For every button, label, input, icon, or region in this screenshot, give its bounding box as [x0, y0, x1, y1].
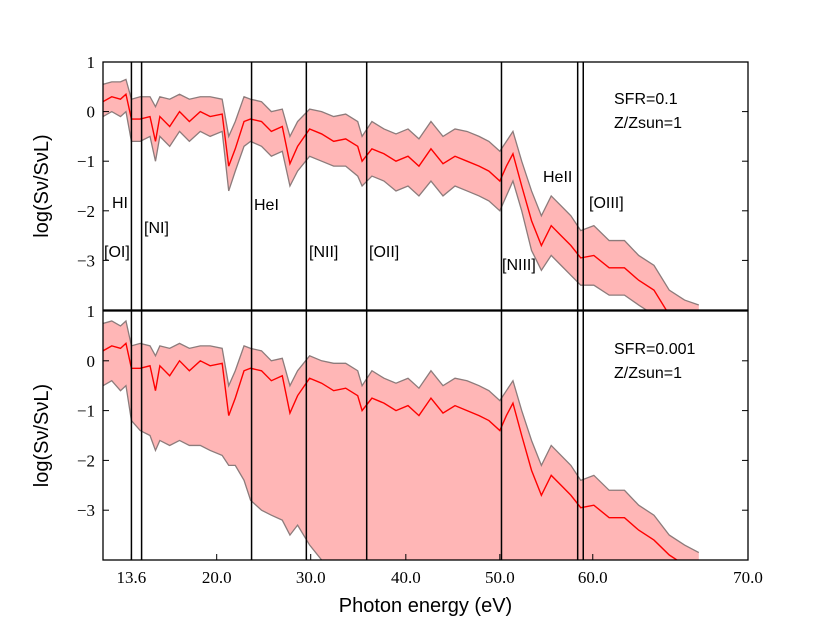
- y-tick-label: 1: [87, 53, 96, 72]
- y-tick-label: −3: [77, 251, 95, 270]
- line-label: [NII]: [309, 244, 338, 261]
- median-line: [103, 92, 668, 310]
- annotation: Z/Zsun=1: [614, 365, 682, 382]
- annotation: SFR=0.1: [614, 91, 678, 108]
- x-tick-label: 50.0: [485, 568, 515, 587]
- annotation: SFR=0.001: [614, 341, 695, 358]
- line-label: [OII]: [369, 244, 399, 261]
- line-label: HI: [112, 195, 128, 212]
- band-fill: [103, 320, 699, 560]
- line-label: HeI: [254, 197, 279, 214]
- line-label: HeII: [543, 169, 572, 186]
- y-tick-label: −1: [77, 402, 95, 421]
- y-axis-label: log(Sν/SνL): [31, 384, 53, 487]
- y-axis-label: log(Sν/SνL): [31, 134, 53, 237]
- axes-frame: [102, 61, 749, 311]
- band-lower-edge: [103, 110, 648, 310]
- plot-area: [103, 78, 700, 310]
- y-tick-label: −2: [77, 202, 95, 221]
- x-tick-label: 40.0: [391, 568, 421, 587]
- line-label: [OI]: [104, 244, 130, 261]
- y-tick-label: −3: [77, 501, 95, 520]
- y-tick-label: −1: [77, 152, 95, 171]
- band-lower-edge: [103, 379, 323, 560]
- y-tick-label: 1: [87, 302, 96, 321]
- x-tick-label: 30.0: [296, 568, 326, 587]
- line-label: [OIII]: [589, 195, 624, 212]
- band-upper-edge: [103, 78, 700, 306]
- y-tick-label: 0: [87, 352, 96, 371]
- x-tick-label: 20.0: [202, 568, 232, 587]
- plot-area: [103, 319, 700, 560]
- axes-frame: [102, 310, 749, 561]
- x-axis-label: Photon energy (eV): [339, 595, 512, 617]
- x-tick-label: 13.6: [117, 568, 147, 587]
- annotation: Z/Zsun=1: [614, 115, 682, 132]
- line-label: [NI]: [144, 220, 169, 237]
- median-line: [103, 342, 679, 560]
- y-tick-label: −2: [77, 451, 95, 470]
- line-label: [NIII]: [502, 257, 536, 274]
- x-tick-label: 60.0: [578, 568, 608, 587]
- band-upper-edge: [103, 319, 700, 554]
- y-tick-label: 0: [87, 103, 96, 122]
- x-tick-label: 70.0: [733, 568, 763, 587]
